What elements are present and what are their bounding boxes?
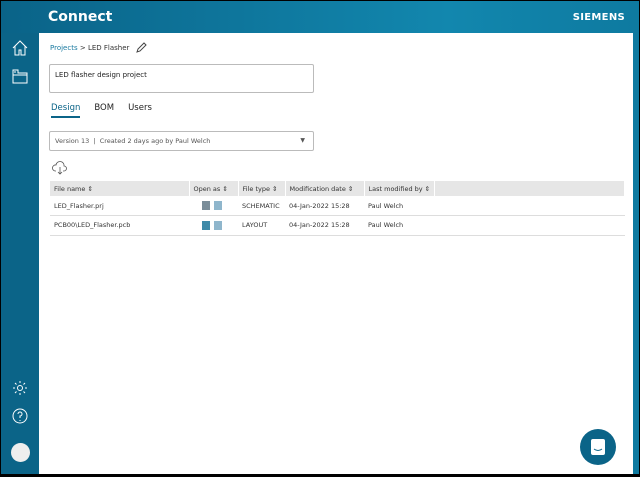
open-layout-icon[interactable] — [201, 220, 210, 230]
settings-icon[interactable] — [11, 379, 29, 397]
tab-design[interactable]: Design — [51, 103, 81, 118]
user-avatar[interactable] — [11, 443, 30, 462]
edit-pencil-icon[interactable] — [135, 42, 147, 54]
open-viewer-icon[interactable] — [213, 220, 222, 230]
table-row[interactable]: LED_Flasher.prj SCHEMATIC 04-Jan-2022 15… — [50, 196, 625, 216]
cloud-download-icon[interactable] — [52, 161, 68, 175]
main-content: Projects > LED Flasher LED flasher desig… — [39, 33, 633, 474]
header: Connect SIEMENS — [1, 1, 639, 33]
tab-bom[interactable]: BOM — [94, 103, 115, 113]
help-icon[interactable] — [11, 407, 29, 425]
home-icon[interactable] — [11, 39, 29, 57]
app-title: Connect — [48, 9, 113, 25]
col-file-name[interactable]: File name ⇕ — [50, 181, 190, 196]
chat-button[interactable] — [580, 429, 616, 465]
chevron-down-icon: ▼ — [300, 137, 305, 144]
tab-users[interactable]: Users — [128, 103, 152, 113]
tabs: Design BOM Users — [51, 103, 152, 118]
sidebar — [1, 33, 39, 474]
version-dropdown[interactable]: Version 13 | Created 2 days ago by Paul … — [49, 131, 314, 151]
col-last-modified-by[interactable]: Last modified by ⇕ — [364, 181, 436, 196]
open-schematic-icon[interactable] — [201, 201, 210, 210]
col-file-type[interactable]: File type ⇕ — [238, 181, 286, 196]
breadcrumb-projects-link[interactable]: Projects — [50, 44, 78, 52]
breadcrumb-current: LED Flasher — [87, 44, 130, 52]
files-table: File name ⇕ Open as ⇕ File type ⇕ Modifi… — [50, 181, 625, 236]
brand-logo: SIEMENS — [572, 12, 625, 23]
open-viewer-icon[interactable] — [213, 201, 222, 210]
table-row[interactable]: PCB00\LED_Flasher.pcb LAYOUT 04-Jan-2022… — [50, 215, 625, 236]
col-open-as[interactable]: Open as ⇕ — [189, 181, 239, 196]
description-textarea[interactable]: LED flasher design project — [49, 64, 314, 93]
breadcrumb: Projects > LED Flasher — [50, 42, 147, 54]
projects-icon[interactable] — [11, 67, 29, 85]
col-modification-date[interactable]: Modification date ⇕ — [285, 181, 365, 196]
chat-icon — [591, 439, 605, 455]
